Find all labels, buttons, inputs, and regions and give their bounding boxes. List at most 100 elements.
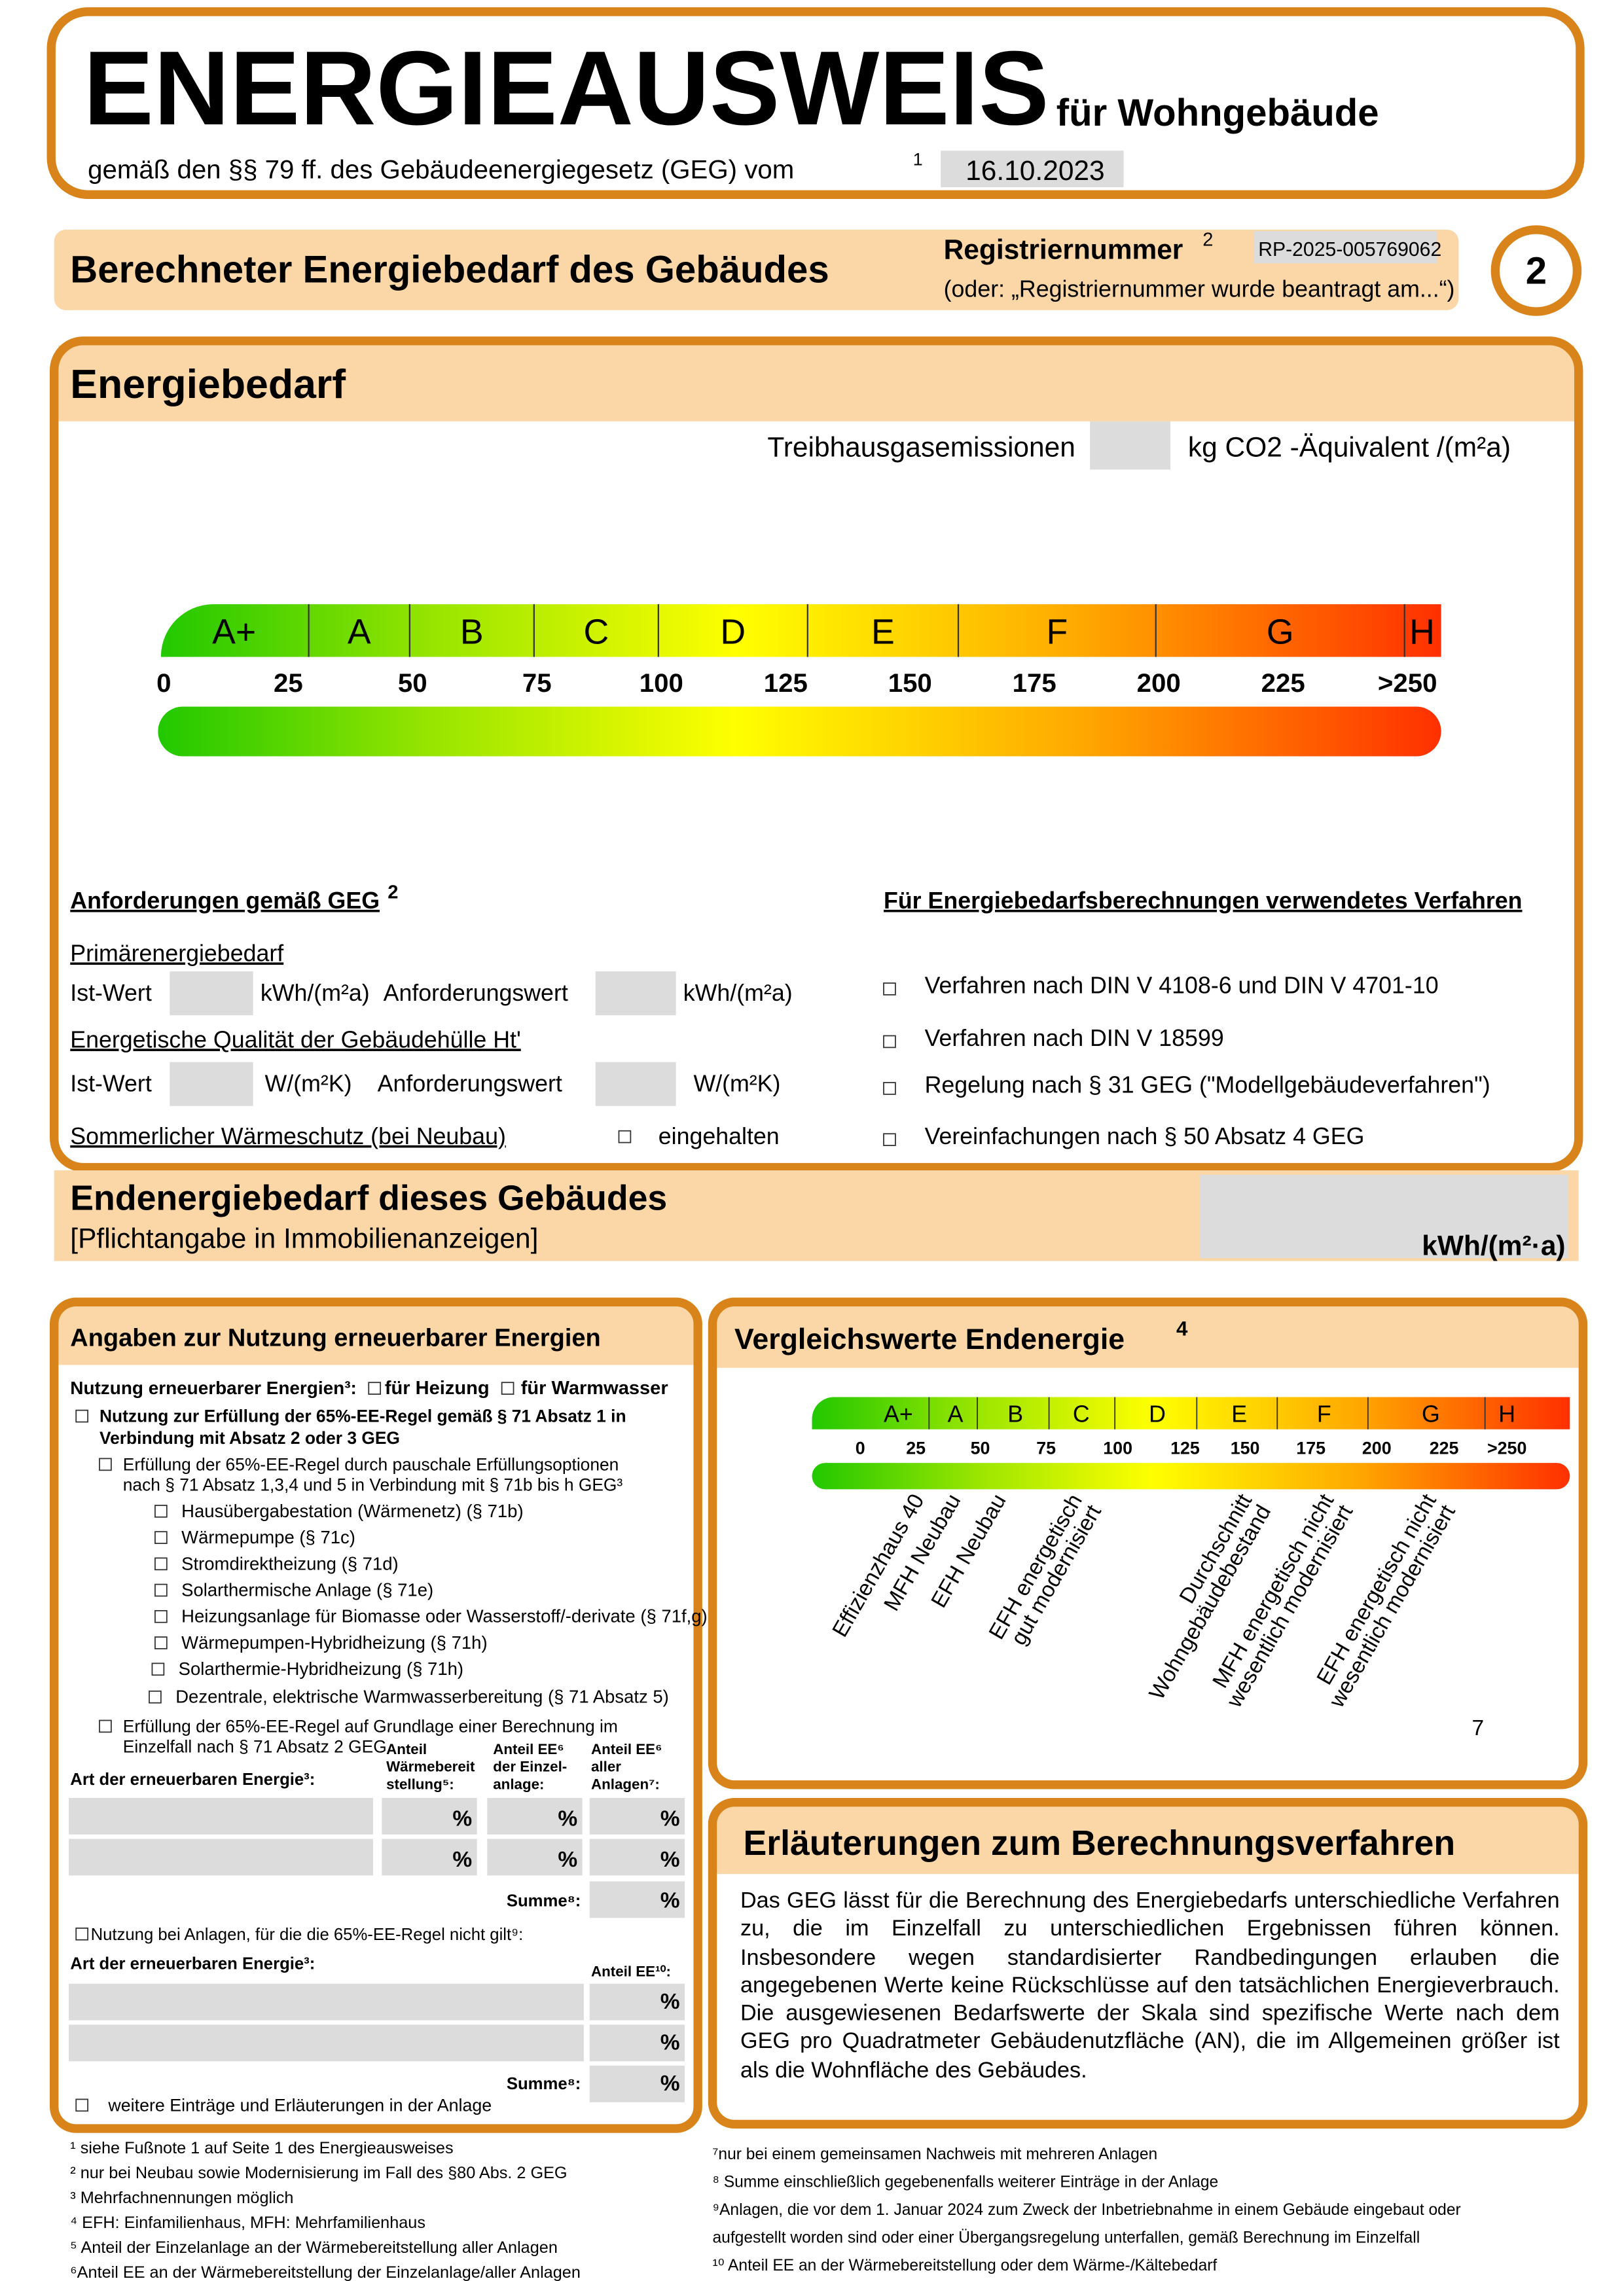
unit: kg CO2 -Äquivalent /(m²a) — [1188, 431, 1511, 462]
label: Ist-Wert — [70, 1070, 152, 1096]
option: Wärmepumpen-Hybridheizung (§ 71h) — [181, 1632, 487, 1653]
scale-label: 125 — [1170, 1439, 1200, 1458]
input-field — [595, 971, 676, 1016]
checkbox — [154, 1609, 168, 1623]
class-label: C — [583, 612, 609, 651]
vergleich-frame — [708, 1297, 1588, 1789]
column-head: Anteil EE⁶ — [493, 1741, 564, 1757]
scale-label: 100 — [640, 668, 683, 698]
unit: % — [452, 1806, 472, 1831]
unit: W/(m²K) — [265, 1070, 352, 1096]
option: Solarthermische Anlage (§ 71e) — [181, 1580, 433, 1600]
energiebedarf-frame — [50, 336, 1583, 1172]
class-label: H — [1409, 612, 1435, 651]
label: Verbindung mit Absatz 2 oder 3 GEG — [99, 1428, 400, 1448]
subheading: Für Energiebedarfsberechnungen verwendet… — [884, 888, 1522, 914]
unit: % — [660, 1889, 680, 1913]
checkbox — [883, 1133, 896, 1146]
unit: W/(m²K) — [693, 1070, 780, 1096]
footnote: ⁶Anteil EE an der Wärmebereitstellung de… — [70, 2263, 581, 2281]
column-head: Anteil EE⁶ — [591, 1741, 662, 1757]
scale-label: 25 — [906, 1439, 926, 1458]
class-label: A+ — [212, 612, 256, 651]
option: Dezentrale, elektrische Warmwasserbereit… — [175, 1687, 669, 1707]
input-field — [69, 1797, 373, 1835]
input-field — [589, 1881, 685, 1918]
label: Anforderungswert — [384, 980, 568, 1006]
subheading: Anforderungen gemäß GEG — [70, 888, 380, 914]
input-field — [487, 1839, 583, 1876]
label: Primärenergiebedarf — [70, 940, 283, 966]
checkbox — [368, 1382, 382, 1395]
scale-label: 50 — [398, 668, 427, 698]
class-label: F — [1046, 612, 1068, 651]
checkbox — [149, 1690, 162, 1704]
input-field — [589, 1839, 685, 1876]
box-band — [717, 1806, 1579, 1875]
option: Verfahren nach DIN V 4108-6 und DIN V 47… — [925, 973, 1439, 999]
class-label: C — [1073, 1401, 1090, 1428]
class-label: B — [460, 612, 484, 651]
input-field — [69, 1983, 584, 2021]
header-frame — [46, 7, 1585, 199]
box-band — [717, 1306, 1579, 1368]
input-field — [69, 1839, 373, 1876]
column-head: Anteil EE¹⁰: — [591, 1964, 671, 1980]
checkbox — [75, 1927, 89, 1941]
label: nach § 71 Absatz 1,3,4 und 5 in Verbindu… — [123, 1475, 623, 1495]
unit: % — [558, 1806, 577, 1831]
footnote: aufgestellt worden sind oder einer Überg… — [713, 2229, 1420, 2246]
footnote: ⁸ Summe einschließlich gegebenenfalls we… — [713, 2174, 1219, 2191]
checkbox — [154, 1557, 168, 1571]
class-label: B — [1007, 1401, 1023, 1428]
option: Solarthermie-Hybridheizung (§ 71h) — [179, 1659, 463, 1679]
table-fields — [69, 1797, 685, 2102]
label: für Warmwasser — [521, 1378, 668, 1399]
checkbox — [99, 1719, 112, 1733]
unit: % — [558, 1848, 577, 1872]
class-label: G — [1267, 612, 1294, 651]
checkbox — [154, 1583, 168, 1597]
label: Erfüllung der 65%-EE-Regel durch pauscha… — [123, 1454, 619, 1474]
input-field — [487, 1797, 583, 1835]
class-label: E — [871, 612, 895, 651]
class-label: A+ — [884, 1401, 913, 1428]
erlaeuterungen-frame — [708, 1797, 1588, 2129]
law-text: gemäß den §§ 79 ff. des Gebäudeenergiege… — [88, 155, 794, 185]
checkbox — [883, 982, 896, 996]
option: Stromdirektheizung (§ 71d) — [181, 1553, 399, 1573]
input-field — [595, 1062, 676, 1106]
box-title: Vergleichswerte Endenergie — [734, 1323, 1125, 1356]
unit: % — [660, 1990, 680, 2014]
section-title: Berechneter Energiebedarf des Gebäudes — [70, 248, 829, 291]
scale-label: 150 — [1231, 1439, 1260, 1458]
reg-hint: (oder: „Registriernummer wurde beantragt… — [944, 276, 1455, 302]
scale-label: 100 — [1103, 1439, 1132, 1458]
section-band — [58, 345, 1574, 422]
checkbox — [154, 1531, 168, 1544]
option: Hausübergabestation (Wärmenetz) (§ 71b) — [181, 1501, 523, 1521]
erneuerbar-frame — [50, 1297, 702, 2133]
footnote-ref: 4 — [1176, 1318, 1188, 1340]
checkboxes — [149, 1505, 168, 1704]
label: Nutzung zur Erfüllung der 65%-EE-Regel g… — [99, 1407, 626, 1426]
option: Heizungsanlage für Biomasse oder Wassers… — [181, 1606, 708, 1626]
scale-label: 75 — [1036, 1439, 1056, 1458]
unit: % — [452, 1848, 472, 1872]
section-bar — [54, 229, 1459, 310]
scale-label: 0 — [156, 668, 171, 698]
page-circle — [1490, 225, 1582, 316]
scale-label: 125 — [764, 668, 808, 698]
input-field — [382, 1839, 477, 1876]
class-label: A — [948, 1401, 964, 1428]
class-label: E — [1231, 1401, 1247, 1428]
label: Summe⁸: — [507, 1892, 581, 1910]
checkbox — [154, 1636, 168, 1649]
label: Summe⁸: — [507, 2075, 581, 2093]
endenergie-field — [1199, 1174, 1569, 1259]
scale-label: 175 — [1013, 668, 1056, 698]
unit: kWh/(m²·a) — [1422, 1230, 1565, 1261]
checkbox — [154, 1505, 168, 1518]
footnote: ⁷nur bei einem gemeinsamen Nachweis mit … — [713, 2146, 1158, 2163]
scale-bar — [812, 1397, 1570, 1429]
